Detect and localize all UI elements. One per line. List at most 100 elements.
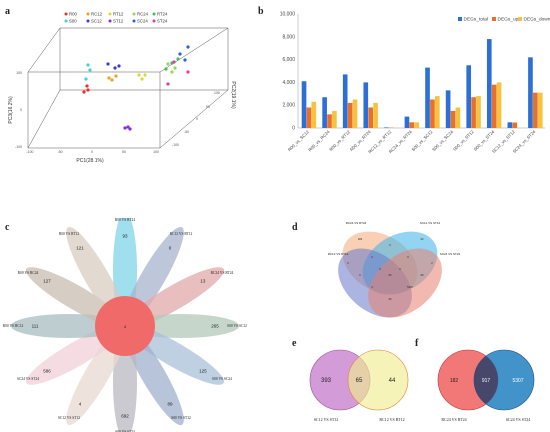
venn-value: 26 [389, 297, 392, 301]
pca-zlabel: PC2(19.1%) [230, 81, 236, 109]
pca-point [113, 66, 117, 70]
venn-value: 0 [399, 267, 401, 271]
flower-petal-value: 125 [199, 369, 207, 374]
bar-DEGs_down [414, 122, 420, 128]
pca-legend-label: RC12 [91, 12, 103, 17]
pca-xtick-4: 100 [153, 150, 159, 154]
pca-point [166, 62, 170, 66]
venn-value: 69 [421, 273, 424, 277]
panel-d-letter: d [292, 222, 298, 233]
bar-DEGs_total [384, 127, 389, 128]
bar-DEGs_total [363, 82, 369, 128]
panel-c-letter: c [5, 222, 10, 233]
venn-value: 65 [389, 273, 392, 277]
flower-petal-label: S00 VS ST12 [171, 416, 191, 420]
pca-point [183, 58, 187, 62]
pca-3d-plot: R00 S00 RC12 SC12 RT12 ST12 RC24 SC24 RT24 ST24 P… [8, 12, 236, 165]
bar-y-tick-label: 0 [292, 126, 295, 132]
flower-petal-label: R00 VS RT24 [115, 218, 135, 222]
flower-petal-label: SC24 VS ST24 [17, 377, 39, 381]
venn-e-right [347, 349, 409, 411]
pca-point [86, 63, 90, 67]
pca-point [123, 126, 127, 130]
bar-DEGs_total [507, 122, 513, 128]
bar-y-tick-label: 2,000 [282, 103, 295, 109]
pca-point [82, 90, 86, 94]
bar-DEGs_up [491, 84, 497, 128]
bar-DEGs_down [373, 102, 378, 128]
pca-legend-label: R00 [69, 12, 77, 17]
venn-e-right-label: RC12 VS RT12 [379, 417, 404, 422]
pca-point [140, 77, 144, 81]
pca-legend-swatch [64, 19, 68, 23]
pca-point [164, 67, 168, 71]
pca-legend-label: RT12 [113, 12, 124, 17]
venn-value: 5307 [407, 285, 413, 289]
pca-point [128, 127, 132, 131]
venn-set-label-4: SC24 VS ST24 [440, 252, 461, 256]
bar-DEGs_up [430, 99, 435, 128]
flower-petal-value: 13 [200, 279, 206, 284]
pca-point [106, 62, 110, 66]
venn-set-label-3: RC12 VS RT12 [328, 252, 349, 256]
bar-DEGs_total [486, 39, 492, 128]
bar-DEGs_up [347, 102, 353, 128]
bar-DEGs_total [404, 116, 410, 128]
two-set-venn-f: 182 917 5307 RC24 VS RT24 SC24 VS ST24 [437, 349, 535, 422]
pca-legend-label: ST24 [157, 19, 168, 24]
flower-petal-value: 265 [211, 324, 219, 329]
pca-point [126, 125, 130, 129]
bar-DEGs_down [352, 99, 358, 128]
pca-legend-label: RC24 [137, 12, 149, 17]
pca-point [137, 73, 141, 77]
bar-DEGs_total [466, 65, 472, 128]
bar-DEGs_up [450, 110, 456, 128]
pca-point [117, 64, 121, 68]
pca-legend-swatch [108, 12, 112, 16]
bar-legend-swatch [492, 17, 496, 21]
flower-petal-label: S00 VS SC12 [227, 324, 247, 328]
pca-rtick-2: 0 [196, 117, 198, 121]
flower-petal-value: 0 [169, 246, 172, 251]
pca-rtick-1: -50 [184, 130, 189, 134]
bar-DEGs_total [342, 74, 348, 128]
pca-point [176, 57, 180, 61]
bar-DEGs_up [533, 92, 538, 128]
bar-legend-swatch [458, 17, 462, 21]
pca-legend-label: SC24 [137, 19, 148, 24]
pca-rtick-4: 100 [214, 91, 220, 95]
venn-set-label-1: RC24 VS RT24 [346, 221, 367, 225]
flower-petal-value: 121 [76, 246, 84, 251]
bar-category-label: S00_vs_SC24 [431, 129, 454, 152]
bar-y-tick-label: 6,000 [282, 57, 295, 63]
bar-DEGs_down [496, 82, 502, 128]
pca-legend-swatch [86, 19, 90, 23]
deg-bar-chart: 02,0004,0006,0008,00010,000R00_vs_SC12R0… [280, 12, 550, 155]
flower-petal-label: S00 VS ST24 [115, 430, 135, 432]
bar-DEGs_total [301, 81, 307, 128]
pca-legend-label: RT24 [157, 12, 168, 17]
flower-petal-value: 111 [32, 324, 39, 329]
pca-points [82, 45, 190, 131]
bar-y-tick-label: 10,000 [280, 12, 296, 18]
flower-petal-value: 93 [122, 234, 128, 239]
venn-value: 4 [371, 285, 373, 289]
pca-point [178, 52, 182, 56]
venn-e-left-value: 393 [321, 378, 332, 384]
panel-f-letter: f [415, 338, 419, 349]
pca-point [186, 70, 190, 74]
flower-petal-label: R00 VS RT12 [59, 232, 79, 236]
venn-e-left-label: SC12 VS ST12 [314, 417, 339, 422]
venn-value: 0 [359, 273, 361, 277]
pca-legend-swatch [132, 19, 136, 23]
bar-legend-swatch [518, 17, 522, 21]
bar-DEGs_down [332, 110, 337, 128]
bar-DEGs_total [425, 67, 430, 128]
bar-DEGs_down [455, 107, 461, 128]
pca-point [85, 84, 89, 88]
bar-legend-label: DEGs_total [464, 17, 489, 23]
flower-petal-value: 89 [167, 401, 173, 406]
pca-point [173, 66, 177, 70]
bar-DEGs_up [471, 97, 476, 128]
bar-DEGs_down [476, 96, 481, 128]
